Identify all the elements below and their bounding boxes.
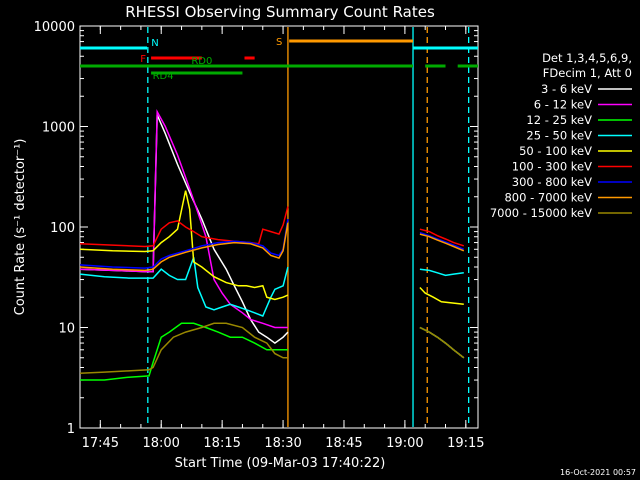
series-line	[80, 322, 288, 381]
series-lines	[79, 109, 465, 381]
flag-label: N	[151, 38, 158, 49]
legend-item-label: 25 - 50 keV	[526, 129, 592, 143]
x-tick-label: 17:45	[82, 436, 119, 451]
chart-title: RHESSI Observing Summary Count Rates	[125, 3, 435, 21]
series-line	[79, 222, 289, 272]
series-line	[79, 114, 289, 345]
footer-date: 16-Oct-2021 00:57	[560, 468, 636, 477]
y-tick-label: 10000	[34, 20, 75, 35]
legend-item-label: 800 - 7000 keV	[504, 191, 592, 205]
series-line	[79, 206, 289, 248]
series-line	[419, 231, 465, 250]
flag-label: S	[276, 37, 282, 48]
x-tick-label: 19:15	[447, 436, 484, 451]
x-tick-label: 19:00	[386, 436, 423, 451]
series-line	[419, 228, 465, 247]
x-axis: 17:45 18:00 18:15 18:30 18:45 19:00 19:15	[79, 26, 485, 451]
flag-label: F	[140, 54, 146, 65]
legend: Det 1,3,4,5,6,9, FDecim 1, Att 0 3 - 6 k…	[490, 51, 632, 220]
series-line	[79, 190, 289, 301]
series-line	[419, 326, 465, 359]
y-tick-label: 10	[58, 322, 75, 337]
y-tick-label: 1	[67, 422, 75, 437]
flag-label: RD4	[153, 71, 174, 82]
series-line	[419, 268, 464, 277]
y-tick-label: 1000	[42, 121, 75, 136]
series-line	[79, 218, 289, 269]
flag-label: RD0	[191, 56, 212, 67]
series-line	[419, 233, 465, 252]
series-line	[79, 322, 288, 375]
plot-frame	[79, 25, 479, 429]
legend-header-1: Det 1,3,4,5,6,9,	[542, 51, 632, 65]
y-tick-label: 100	[50, 221, 75, 236]
series-line	[79, 257, 289, 317]
y-axis-label: Count Rate (s⁻¹ detector⁻¹)	[13, 139, 28, 316]
legend-item-label: 3 - 6 keV	[541, 82, 592, 96]
legend-header-2: FDecim 1, Att 0	[543, 66, 632, 80]
y-axis: 1 10 100 1000 10000	[34, 20, 478, 437]
legend-item-label: 50 - 100 keV	[519, 144, 592, 158]
legend-item-label: 7000 - 15000 keV	[490, 206, 592, 220]
legend-item-label: 100 - 300 keV	[512, 160, 592, 174]
legend-item-label: 12 - 25 keV	[526, 113, 592, 127]
series-line	[419, 286, 464, 306]
x-tick-label: 18:45	[325, 436, 362, 451]
legend-item-label: 300 - 800 keV	[512, 175, 592, 189]
x-axis-label: Start Time (09-Mar-03 17:40:22)	[175, 456, 386, 471]
plot-area	[79, 25, 479, 429]
x-tick-label: 18:15	[203, 436, 240, 451]
x-tick-label: 18:30	[264, 436, 301, 451]
vertical-markers	[147, 27, 470, 427]
legend-item-label: 6 - 12 keV	[534, 98, 592, 112]
x-tick-label: 18:00	[142, 436, 179, 451]
status-flags: N S F RD0 RD4	[80, 37, 478, 82]
series-line	[79, 109, 288, 329]
